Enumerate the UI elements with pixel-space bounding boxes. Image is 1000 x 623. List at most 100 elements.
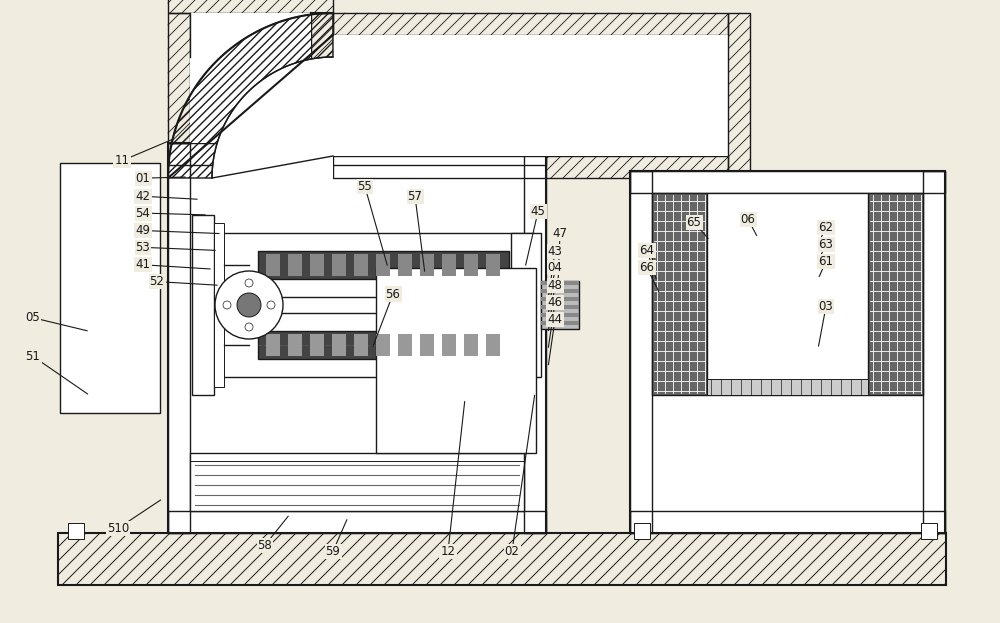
Text: 52: 52 — [150, 275, 164, 288]
Text: 46: 46 — [548, 297, 562, 309]
Text: 02: 02 — [505, 545, 519, 558]
Circle shape — [223, 301, 231, 309]
Bar — [310, 334, 324, 356]
Bar — [541, 297, 579, 301]
Bar — [168, 143, 190, 533]
Text: 49: 49 — [136, 224, 150, 237]
Text: 01: 01 — [136, 172, 150, 184]
Bar — [376, 334, 390, 356]
Bar — [258, 331, 509, 359]
Text: 63: 63 — [819, 238, 833, 250]
Circle shape — [267, 301, 275, 309]
Bar — [192, 215, 214, 395]
Bar — [58, 533, 946, 585]
Bar — [420, 254, 434, 276]
Bar — [541, 289, 579, 293]
Bar — [288, 254, 302, 276]
Bar — [634, 523, 650, 539]
Bar — [168, 511, 546, 533]
Wedge shape — [212, 57, 333, 178]
Text: 55: 55 — [358, 181, 372, 193]
Bar — [486, 334, 500, 356]
Bar — [541, 281, 579, 329]
Text: 64: 64 — [640, 244, 654, 257]
Text: 47: 47 — [552, 227, 568, 240]
Bar — [68, 523, 84, 539]
Bar — [288, 334, 302, 356]
Bar — [541, 321, 579, 325]
Bar — [168, 0, 333, 13]
Text: 12: 12 — [440, 545, 456, 558]
Bar — [195, 233, 534, 297]
Text: 57: 57 — [408, 190, 422, 202]
Bar — [524, 143, 546, 533]
Text: 11: 11 — [114, 155, 130, 167]
Circle shape — [215, 271, 283, 339]
Bar — [266, 254, 280, 276]
Bar — [376, 254, 390, 276]
Bar — [332, 334, 346, 356]
Text: 61: 61 — [818, 255, 834, 268]
Bar — [258, 251, 509, 279]
Bar — [630, 171, 652, 533]
Bar — [707, 193, 868, 396]
Text: 59: 59 — [326, 545, 340, 558]
Bar — [376, 268, 536, 453]
Bar — [921, 523, 937, 539]
Bar — [868, 193, 923, 396]
Bar — [541, 305, 579, 309]
Bar — [354, 254, 368, 276]
Text: 45: 45 — [531, 206, 545, 218]
Bar — [630, 171, 945, 193]
Bar — [332, 254, 346, 276]
Text: 54: 54 — [136, 207, 150, 219]
Text: 58: 58 — [258, 539, 272, 551]
Circle shape — [245, 323, 253, 331]
Text: 66: 66 — [640, 262, 654, 274]
Bar — [464, 334, 478, 356]
Bar — [311, 13, 333, 143]
Text: 41: 41 — [136, 259, 150, 271]
Bar — [398, 334, 412, 356]
Text: 65: 65 — [687, 216, 701, 229]
Text: 04: 04 — [548, 262, 562, 274]
Bar — [333, 35, 728, 156]
Bar — [168, 143, 546, 165]
Bar — [442, 254, 456, 276]
Bar — [652, 193, 707, 396]
Bar — [214, 223, 224, 387]
Bar — [511, 233, 541, 377]
Text: 56: 56 — [386, 288, 400, 300]
Bar — [486, 254, 500, 276]
Text: 03: 03 — [819, 300, 833, 313]
Bar — [707, 379, 868, 396]
Text: 42: 42 — [136, 190, 150, 202]
Text: 510: 510 — [107, 522, 129, 535]
Bar — [266, 334, 280, 356]
Bar — [168, 143, 546, 533]
Bar — [541, 281, 579, 285]
Bar — [333, 13, 728, 35]
Bar — [168, 13, 190, 143]
Bar — [190, 453, 524, 511]
Bar — [310, 254, 324, 276]
Bar — [728, 13, 750, 178]
Bar — [464, 254, 478, 276]
Bar — [541, 313, 579, 317]
Text: 62: 62 — [818, 221, 834, 234]
Circle shape — [245, 279, 253, 287]
Text: 53: 53 — [136, 241, 150, 254]
Circle shape — [237, 293, 261, 317]
Bar — [398, 254, 412, 276]
Text: 48: 48 — [548, 279, 562, 292]
Text: 05: 05 — [26, 312, 40, 324]
Text: 06: 06 — [741, 213, 755, 226]
Bar — [923, 171, 945, 533]
Bar — [354, 334, 368, 356]
Bar — [333, 156, 728, 178]
Bar — [630, 511, 945, 533]
Bar — [60, 163, 160, 413]
Text: 43: 43 — [548, 245, 562, 257]
Bar — [420, 334, 434, 356]
Bar — [442, 334, 456, 356]
